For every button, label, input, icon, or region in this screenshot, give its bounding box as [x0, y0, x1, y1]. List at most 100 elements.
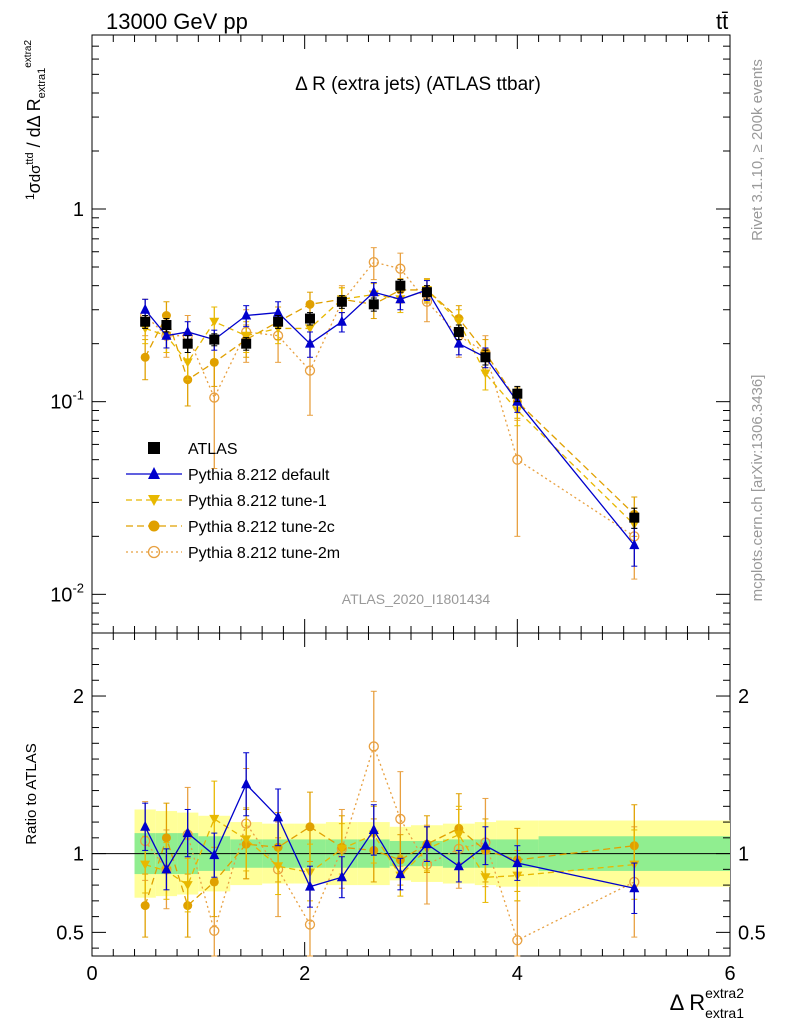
x-axis-label-sup: extra2: [705, 985, 744, 1001]
data-point-atlas: [453, 326, 464, 337]
ratio-point-default: [368, 823, 379, 834]
data-point-default: [161, 329, 172, 340]
ratio-point-tune2m: [395, 813, 406, 825]
data-point-atlas: [182, 338, 193, 349]
chart-title: Δ R (extra jets) (ATLAS ttbar): [295, 74, 541, 95]
data-series: [140, 247, 640, 580]
legend-label-tune2m: Pythia 8.212 tune-2m: [188, 545, 340, 562]
ratio-point-tune2c: [140, 901, 150, 911]
rivet-label: Rivet 3.1.10, ≥ 200k events: [749, 59, 766, 241]
ratio-point-default: [241, 778, 252, 789]
y-axis-label: 1σdσttd / dΔ Rextra1extra2: [23, 40, 48, 200]
ratio-point-default: [421, 838, 432, 849]
ratio-line-tune2m: [144, 744, 635, 942]
legend-item-tune2m: Pythia 8.212 tune-2m: [126, 545, 340, 562]
legend-marker-tune2m: [147, 545, 161, 559]
series-atlas: [140, 279, 640, 529]
ratio-point-tune1: [241, 835, 252, 845]
y-tick-label: 10-1: [50, 388, 84, 414]
ratio-point-default: [182, 827, 193, 838]
data-point-tune1: [453, 317, 464, 327]
legend-item-tune2c: Pythia 8.212 tune-2c: [126, 519, 335, 536]
data-point-atlas: [421, 287, 432, 298]
data-point-default: [368, 286, 379, 297]
x-axis-label-sub: extra1: [705, 1005, 744, 1021]
data-point-atlas: [140, 316, 151, 327]
ratio-point-tune2m: [209, 925, 220, 936]
ratio-point-default: [304, 880, 315, 891]
data-point-tune2m: [304, 365, 316, 376]
legend-marker-atlas: [148, 442, 160, 454]
legend-item-default: Pythia 8.212 default: [126, 467, 330, 484]
legend-marker-default: [148, 467, 160, 479]
x-tick-label: 2: [299, 963, 310, 985]
ratio-point-default: [512, 857, 523, 868]
ratio-point-tune1: [480, 873, 491, 883]
x-tick-label: 0: [86, 963, 97, 985]
data-point-tune1: [209, 317, 220, 327]
ratio-point-tune1: [182, 881, 193, 891]
energy-label: 13000 GeV pp: [106, 9, 248, 34]
data-point-default: [182, 325, 193, 336]
legend-marker-tune2c: [148, 520, 160, 532]
data-point-tune2c: [209, 357, 219, 367]
ratio-point-default: [453, 860, 464, 871]
data-point-atlas: [304, 313, 315, 324]
ratio-point-default: [480, 839, 491, 850]
analysis-watermark: ATLAS_2020_I1801434: [342, 591, 491, 607]
ratio-point-tune1: [336, 844, 347, 854]
data-point-default: [629, 539, 640, 550]
x-tick-label: 6: [724, 963, 735, 985]
data-point-tune2m: [209, 392, 220, 403]
ratio-y-tick-label: 1: [73, 844, 84, 866]
ratio-point-default: [161, 863, 172, 874]
ratio-point-tune1: [209, 814, 220, 824]
ratio-point-default: [336, 871, 347, 882]
mcplots-label: mcplots.cern.ch [arXiv:1306.3436]: [749, 375, 766, 602]
data-point-atlas: [336, 296, 347, 307]
ratio-y-axis-label: Ratio to ATLAS: [23, 743, 40, 844]
ratio-series: [140, 690, 640, 957]
y-tick-label: 10-2: [50, 580, 84, 606]
ratio-point-default: [395, 868, 406, 879]
ratio-point-tune1: [273, 862, 284, 872]
legend-item-tune1: Pythia 8.212 tune-1: [126, 493, 327, 510]
legend-marker-tune1: [148, 495, 160, 506]
data-point-tune2c: [140, 352, 150, 362]
legend-label-tune2c: Pythia 8.212 tune-2c: [188, 519, 335, 536]
data-point-atlas: [512, 388, 523, 399]
data-point-default: [336, 315, 347, 326]
data-point-tune1: [480, 369, 491, 379]
y-tick-label: 1: [73, 199, 84, 221]
ratio-y-tick-label-right: 1: [738, 844, 749, 866]
legend: ATLAS Pythia 8.212 default Pythia 8.212 tu…: [126, 441, 340, 562]
legend-label-tune1: Pythia 8.212 tune-1: [188, 493, 327, 510]
legend-label-atlas: ATLAS: [188, 441, 238, 458]
data-point-tune2m: [368, 256, 379, 268]
data-point-atlas: [161, 319, 172, 330]
ratio-point-default: [209, 849, 220, 860]
ratio-y-tick-label-right: 2: [738, 686, 749, 708]
data-point-default: [273, 306, 284, 317]
ratio-point-tune2c: [209, 877, 219, 887]
legend-item-atlas: ATLAS: [148, 441, 238, 458]
data-point-tune2m: [512, 454, 523, 465]
ratio-point-default: [273, 811, 284, 822]
ratio-series-default: [140, 752, 640, 914]
ratio-point-tune2m: [368, 741, 379, 752]
ratio-y-tick-label: 0.5: [56, 922, 84, 944]
data-point-default: [304, 337, 315, 348]
data-point-atlas: [395, 280, 406, 291]
process-label: tt̄: [716, 9, 728, 34]
data-point-default: [395, 293, 406, 304]
data-point-atlas: [273, 316, 284, 327]
data-point-atlas: [241, 338, 252, 349]
data-point-default: [241, 309, 252, 320]
x-tick-label: 4: [512, 963, 523, 985]
ratio-point-default: [629, 882, 640, 893]
data-point-tune1: [241, 331, 252, 341]
ratio-point-tune1: [140, 860, 151, 870]
ratio-y-tick-label: 2: [73, 686, 84, 708]
legend-label-default: Pythia 8.212 default: [188, 467, 330, 484]
